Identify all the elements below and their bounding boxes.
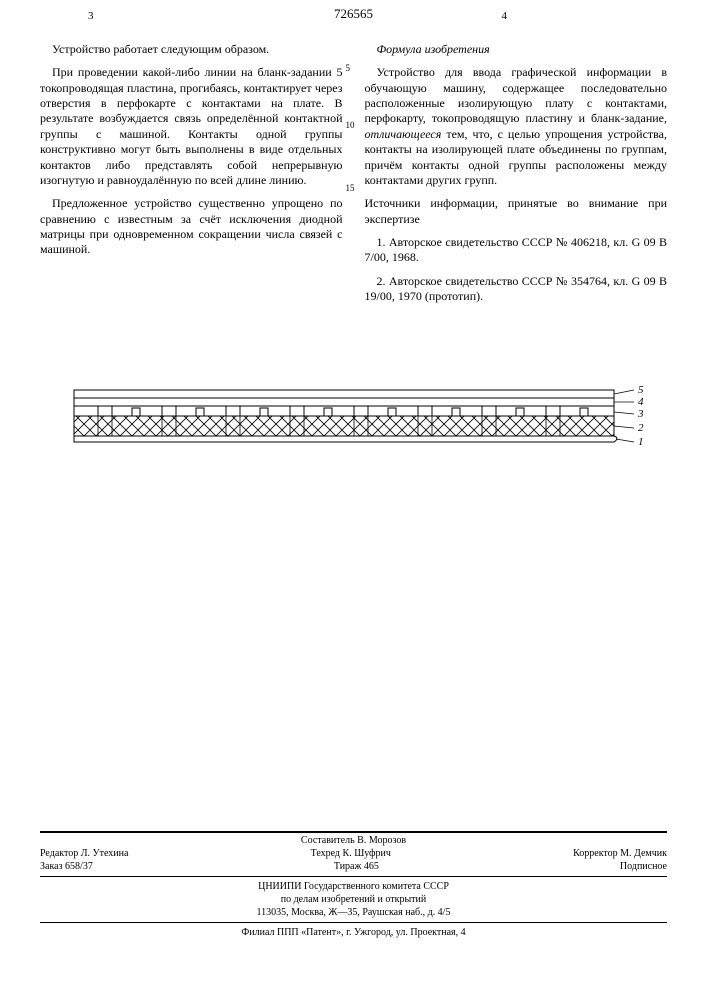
figure: 5 4 3 2 1 — [40, 382, 667, 462]
left-p3: Предложенное устройство существенно упро… — [40, 196, 343, 257]
editor: Редактор Л. Утехина — [40, 848, 128, 859]
line-num-5: 5 — [346, 64, 351, 73]
figure-svg: 5 4 3 2 1 — [54, 382, 654, 462]
claim-1: Устройство для ввода графической информа… — [365, 65, 668, 188]
layer-4 — [74, 398, 614, 406]
address-1: 113035, Москва, Ж—35, Раушская наб., д. … — [40, 907, 667, 918]
claim-1a: Устройство для ввода графической информа… — [365, 65, 668, 125]
circulation: Тираж 465 — [334, 861, 379, 872]
layer-3 — [74, 406, 614, 416]
left-column: Устройство работает следующим образом. П… — [40, 42, 343, 312]
text-columns: Устройство работает следующим образом. П… — [40, 42, 667, 312]
page-num-right: 4 — [502, 10, 508, 22]
tech-editor: Техред К. Шуфрич — [311, 848, 391, 859]
claim-1b: отличающееся — [365, 127, 442, 141]
leader-lines — [614, 390, 634, 442]
layer-2 — [74, 416, 614, 436]
page: 3 726565 4 Устройство работает следующим… — [0, 0, 707, 1000]
patent-number: 726565 — [334, 6, 373, 22]
page-num-left: 3 — [88, 10, 94, 22]
line-num-10: 10 — [346, 121, 355, 130]
compiler: Составитель В. Морозов — [40, 835, 667, 846]
corrector: Корректор М. Демчик — [573, 848, 667, 859]
source-1: 1. Авторское свидетельство СССР № 406218… — [365, 235, 668, 266]
left-p2: При проведении какой-либо линии на бланк… — [40, 65, 343, 188]
order-number: Заказ 658/37 — [40, 861, 93, 872]
org-line-2: по делам изобретений и открытий — [40, 894, 667, 905]
layer-5 — [74, 390, 614, 398]
right-column: Формула изобретения Устройство для ввода… — [365, 42, 668, 312]
line-num-15: 15 — [346, 184, 355, 193]
signed-for-print: Подписное — [620, 861, 667, 872]
colophon: Составитель В. Морозов Редактор Л. Утехи… — [40, 829, 667, 940]
figure-label-5: 5 — [638, 384, 644, 396]
layer-1 — [74, 436, 617, 442]
figure-label-4: 4 — [638, 396, 644, 408]
address-2: Филиал ППП «Патент», г. Ужгород, ул. Про… — [40, 927, 667, 938]
source-2: 2. Авторское свидетельство СССР № 354764… — [365, 274, 668, 305]
org-line-1: ЦНИИПИ Государственного комитета СССР — [40, 881, 667, 892]
formula-title: Формула изобретения — [365, 42, 668, 57]
figure-label-1: 1 — [638, 436, 644, 448]
left-p1: Устройство работает следующим образом. — [40, 42, 343, 57]
figure-label-3: 3 — [637, 408, 644, 420]
sources-title: Источники информации, принятые во вниман… — [365, 196, 668, 227]
figure-label-2: 2 — [638, 422, 644, 434]
